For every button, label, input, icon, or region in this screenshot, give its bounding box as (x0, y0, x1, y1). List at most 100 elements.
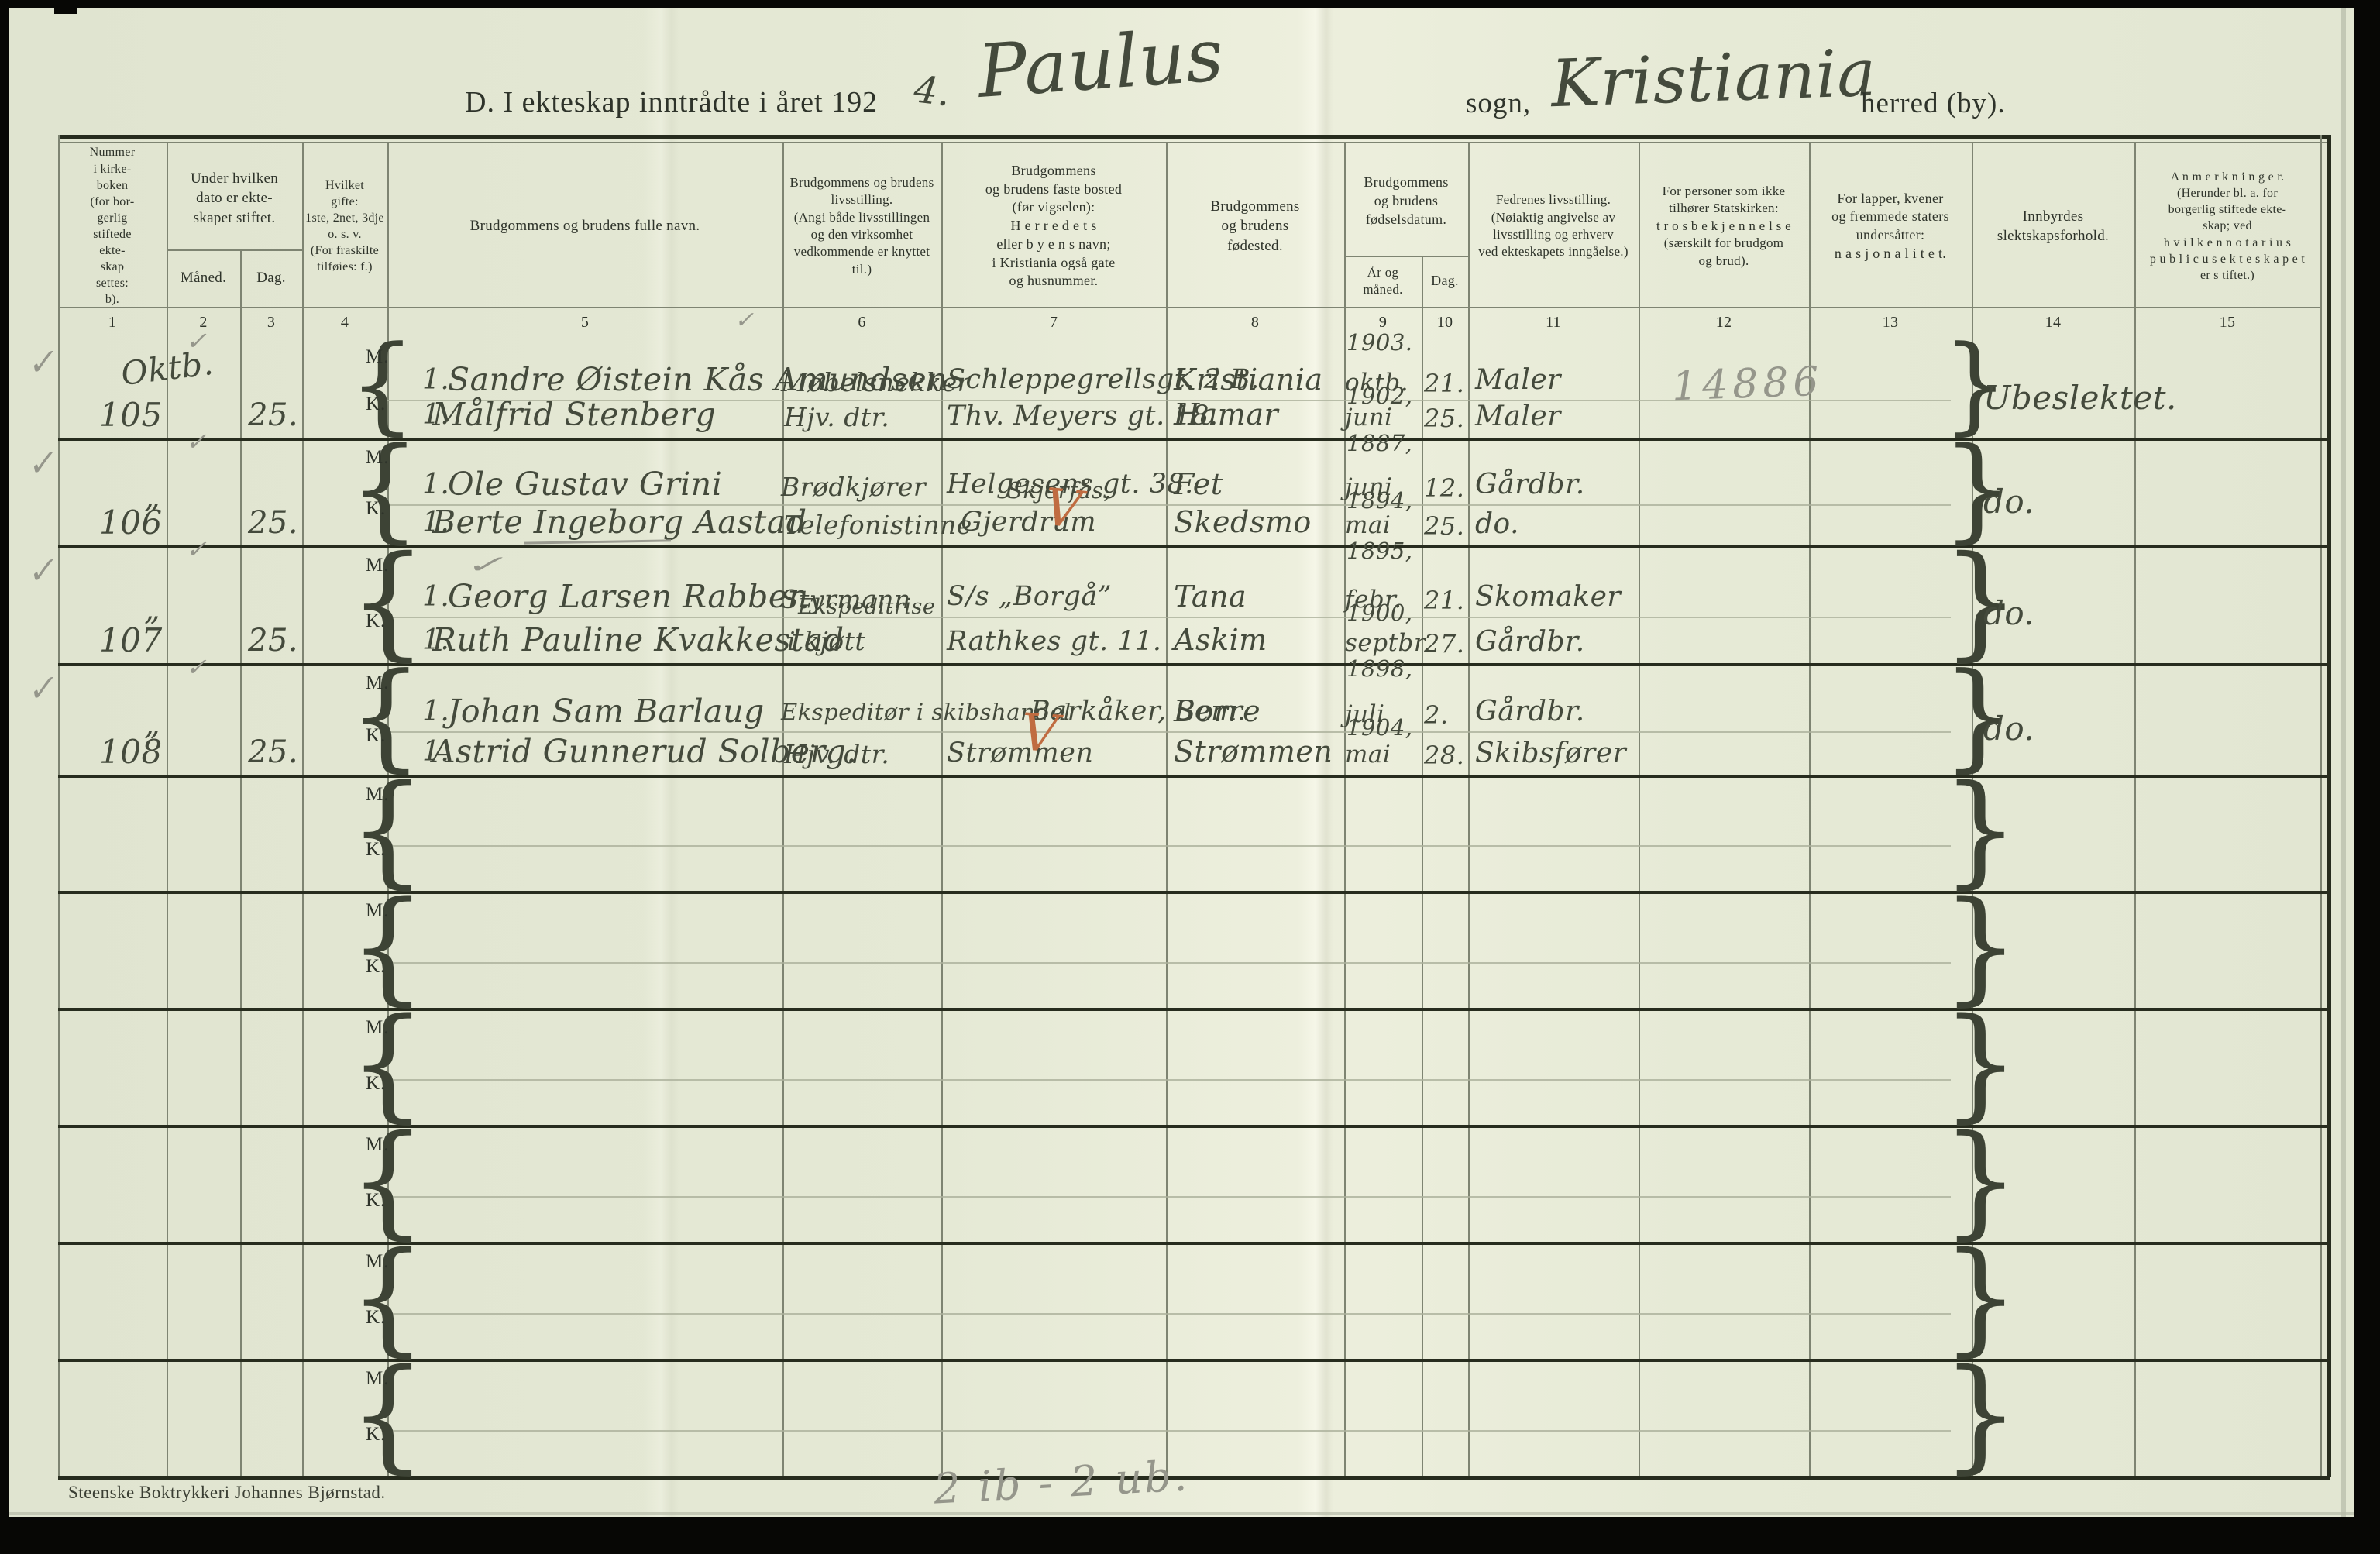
groom-occupation: Møbelsnekker (781, 367, 970, 397)
pair-mid-writing-line (387, 617, 1951, 618)
bride-birthplace: Askim (1174, 623, 1267, 657)
bride-birthplace: Strømmen (1174, 734, 1333, 768)
column-divider (302, 142, 304, 1477)
red-check-mark: V (1019, 702, 1061, 765)
numbers-row-checkmark: ✓ (734, 307, 755, 334)
bride-name: Astrid Gunnerud Solberg. (432, 733, 857, 770)
bride-occupation: Hjv. dtr. (784, 739, 890, 769)
groom-row-label: M. (366, 672, 390, 693)
bride-birth-year: 1894, (1346, 486, 1413, 514)
record-number: 105 (99, 396, 163, 434)
margin-checkmark: ✓ (23, 341, 58, 385)
bride-name: Berte Ingeborg Aastad (432, 504, 807, 541)
record-number: 107 (99, 621, 163, 659)
pair-brace-close: } (1941, 759, 2020, 901)
bride-gifte: 1. (422, 736, 450, 768)
column-number-8: 8 (1250, 313, 1260, 331)
paper-fold-crease (1298, 8, 1333, 1518)
pair-brace-open: { (349, 648, 424, 785)
bride-residence: Thv. Meyers gt. 18. (947, 401, 1219, 431)
column-number-11: 11 (1546, 313, 1561, 331)
column-divider (782, 142, 784, 1477)
marriage-day: 25. (248, 623, 299, 658)
bride-gifte: 1. (422, 399, 450, 431)
date-column-checkmark: ✓ (186, 326, 207, 356)
margin-checkmark: ✓ (23, 442, 58, 486)
column-divider (1468, 142, 1470, 1477)
pair-bottom-rule (58, 1476, 2330, 1480)
marriage-day: 25. (248, 505, 299, 541)
pair-brace-close: } (1941, 528, 2021, 673)
groom-birth-month: febr. (1345, 586, 1402, 614)
column-divider (387, 142, 389, 1477)
pair-mid-writing-line (387, 1429, 1951, 1432)
bride-father-occupation: do. (1475, 508, 1520, 540)
bride-row-label: K. (366, 839, 387, 860)
header-numbers-rule (58, 307, 2320, 308)
bride-father-occupation: Gårdbr. (1475, 626, 1585, 658)
pair-mid-writing-line (387, 1312, 1951, 1315)
groom-residence: Schleppegrellsgt. 2 B. (947, 364, 1260, 395)
bride-gifte: 1. (422, 507, 450, 538)
pair-bottom-rule (58, 775, 2330, 778)
bride-birth-month: juni (1345, 404, 1393, 431)
pair-brace-open: { (349, 423, 421, 555)
bride-birth-day: 27. (1424, 629, 1465, 658)
paper-fold-crease (643, 8, 679, 1518)
bride-birth-year: 1900, (1346, 600, 1413, 626)
pair-mid-writing-line (387, 400, 1951, 401)
groom-gifte: 1. (422, 696, 450, 727)
groom-residence: Helgesens gt. 38. (947, 468, 1194, 500)
column-number-2: 2 (199, 313, 208, 331)
date-column-checkmark: ✓ (186, 427, 207, 456)
pair-brace-open: { (349, 323, 416, 447)
pair-brace-close: } (1941, 423, 2014, 555)
pair-mid-writing-line (387, 731, 1951, 733)
pair-brace-close: } (1941, 1109, 2020, 1252)
groom-birth-year: 1903. (1346, 329, 1413, 356)
column-divider (2134, 142, 2136, 1477)
marriage-month-ditto: „ (144, 592, 161, 627)
kinship-note: do. (1983, 593, 2035, 632)
groom-row-label: M. (366, 447, 390, 468)
bride-name: Ruth Pauline Kvakkestad (432, 621, 844, 658)
bride-row-label: K. (366, 1189, 387, 1211)
groom-birth-month: juli (1345, 700, 1385, 728)
margin-checkmark: ✓ (23, 667, 58, 711)
column-divider (941, 142, 943, 1477)
pair-brace-open: { (349, 528, 428, 673)
bride-name: Målfrid Stenberg (432, 396, 717, 433)
groom-row-label: M. (366, 784, 390, 805)
groom-birthplace: Borre (1174, 694, 1261, 728)
groom-father-occupation: Gårdbr. (1475, 696, 1585, 727)
column-number-6: 6 (858, 313, 866, 331)
municipality-handwritten: Kristiania (1549, 34, 1878, 122)
pair-bottom-rule (58, 1242, 2330, 1245)
groom-birth-month: oktb. (1345, 369, 1409, 397)
column-divider (1166, 142, 1168, 1477)
scan-smudge (54, 0, 77, 14)
header-col12: For personer som ikke tilhører Statskirk… (1656, 183, 1791, 268)
table-right-outer-border (2327, 135, 2331, 1477)
groom-row-label: M. (366, 346, 390, 367)
groom-birth-year: 1898, (1346, 655, 1413, 682)
bride-birth-day: 28. (1424, 741, 1465, 770)
header-col14: Innbyrdes slektskapsforhold. (1997, 208, 2110, 244)
pair-brace-close: } (1941, 1343, 2020, 1486)
column-divider (1344, 142, 1346, 1477)
bride-row-label: K. (366, 725, 387, 746)
groom-row-label: M. (366, 1017, 390, 1038)
bride-birth-month: septbr. (1345, 629, 1432, 657)
table-right-border (2320, 135, 2322, 1477)
column-number-9: 9 (1378, 313, 1388, 331)
header-col2-sub: Måned. (180, 270, 227, 287)
header-col3-sub: Dag. (256, 270, 286, 287)
table-top-rule (58, 135, 2330, 139)
groom-gifte: 1. (422, 468, 450, 500)
column-divider (1972, 142, 1973, 1477)
pair-brace-open: { (349, 1343, 427, 1486)
bride-birth-day: 25. (1424, 404, 1465, 433)
groom-birth-day: 12. (1424, 473, 1465, 503)
parish-name-handwritten: Paulus (975, 13, 1226, 115)
pair-bottom-rule (58, 1008, 2330, 1011)
